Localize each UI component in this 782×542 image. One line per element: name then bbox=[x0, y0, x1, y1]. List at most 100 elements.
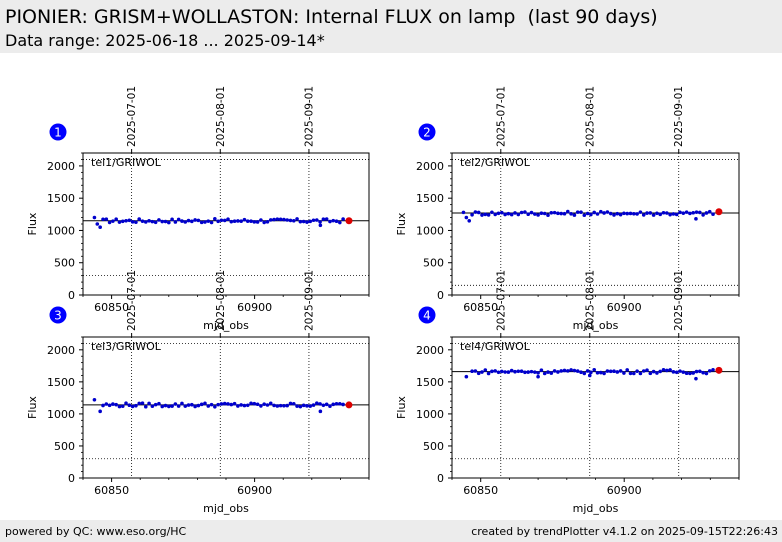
chart-4-data-point bbox=[684, 371, 689, 376]
chart-4-data-point bbox=[587, 373, 592, 378]
chart-1-data-point bbox=[107, 220, 112, 225]
chart-2-data-point bbox=[711, 212, 715, 217]
chart-2-date-tick-label: 2025-07-01 bbox=[495, 86, 507, 147]
chart-2-data-point bbox=[698, 210, 702, 215]
chart-4-data-point bbox=[526, 370, 530, 374]
chart-1-data-point bbox=[275, 217, 280, 221]
chart-2-data-point bbox=[490, 210, 494, 215]
footer-created-by: created by trendPlotter v4.1.2 on 2025-0… bbox=[471, 525, 778, 538]
chart-3-data-point bbox=[232, 401, 237, 406]
chart-2-data-point bbox=[665, 211, 669, 215]
chart-1-data-point bbox=[180, 219, 184, 223]
chart-2-data-point bbox=[691, 210, 696, 215]
chart-1-data-point bbox=[104, 217, 109, 221]
chart-4-data-point bbox=[536, 374, 540, 379]
chart-4-data-point bbox=[589, 370, 593, 375]
chart-1-data-point bbox=[338, 220, 342, 225]
chart-2-y-tick-label: 2000 bbox=[416, 160, 444, 173]
chart-2-data-point bbox=[486, 213, 491, 217]
chart-3-data-point bbox=[226, 402, 230, 406]
chart-3-data-point bbox=[229, 402, 234, 407]
chart-2-data-point bbox=[707, 209, 712, 214]
chart-4-data-point bbox=[585, 369, 590, 373]
chart-1-data-point bbox=[341, 217, 345, 221]
chart-1-data-point bbox=[226, 217, 230, 222]
chart-2-data-point bbox=[542, 211, 547, 216]
chart-1-data-point bbox=[163, 219, 168, 224]
chart-1-y-axis-label: Flux bbox=[26, 212, 39, 235]
chart-4-last-data-point bbox=[715, 366, 723, 374]
chart-4-data-point bbox=[658, 369, 663, 374]
chart-2-data-point bbox=[688, 211, 692, 216]
footer-bar: powered by QC: www.eso.org/HC created by… bbox=[0, 520, 782, 542]
chart-2-data-point bbox=[532, 212, 537, 216]
chart-2-data-point bbox=[625, 211, 630, 216]
chart-1-data-point bbox=[252, 220, 257, 224]
chart-4-data-point bbox=[704, 371, 709, 376]
chart-2-data-point bbox=[499, 210, 504, 215]
chart-1-data-point bbox=[147, 218, 151, 223]
chart-3-data-point bbox=[107, 403, 112, 408]
chart-3-data-point bbox=[305, 404, 309, 408]
chart-3-data-point bbox=[301, 403, 306, 408]
chart-4-data-point bbox=[516, 369, 521, 374]
chart-4-data-point bbox=[694, 369, 699, 374]
chart-3-data-point bbox=[328, 404, 332, 409]
chart-2-data-point bbox=[632, 211, 636, 216]
chart-2-data-point bbox=[562, 211, 567, 216]
chart-2-y-tick-label: 1500 bbox=[416, 192, 444, 205]
chart-4-data-point bbox=[665, 368, 669, 373]
chart-2-data-point bbox=[476, 210, 481, 215]
chart-4-data-point bbox=[635, 369, 639, 373]
chart-4-date-tick-label: 2025-07-01 bbox=[495, 270, 507, 331]
chart-3-data-point bbox=[288, 401, 293, 406]
chart-3-data-point bbox=[117, 404, 122, 409]
chart-3-badge bbox=[49, 306, 67, 324]
chart-2-data-point bbox=[467, 218, 472, 223]
chart-4-data-point bbox=[490, 369, 494, 374]
chart-3-data-point bbox=[98, 409, 102, 414]
chart-4-y-tick-label: 500 bbox=[423, 440, 444, 453]
chart-4-data-point bbox=[605, 369, 610, 373]
chart-4-data-point bbox=[542, 371, 547, 376]
chart-4-data-point bbox=[562, 368, 567, 373]
chart-1-data-point bbox=[101, 217, 105, 222]
chart-1-data-point bbox=[245, 219, 250, 223]
chart-1-x-tick-label: 60900 bbox=[237, 301, 272, 314]
chart-3-data-point bbox=[308, 404, 313, 408]
chart-2-x-tick-label: 60850 bbox=[463, 301, 498, 314]
chart-1-badge bbox=[49, 123, 67, 141]
chart-1-data-point bbox=[331, 218, 336, 223]
chart-2-data-point bbox=[539, 211, 544, 216]
chart-1-data-point bbox=[298, 219, 303, 224]
chart-1-data-point bbox=[301, 219, 306, 224]
chart-1-data-point bbox=[95, 222, 100, 226]
page-title: PIONIER: GRISM+WOLLASTON: Internal FLUX … bbox=[5, 6, 658, 28]
chart-3-data-point bbox=[236, 404, 240, 408]
chart-3-y-tick-label: 2000 bbox=[47, 344, 75, 357]
chart-1-data-point bbox=[288, 218, 293, 223]
chart-1-data-point bbox=[291, 218, 296, 223]
chart-2-y-axis-label: Flux bbox=[395, 212, 408, 235]
chart-1-data-point bbox=[259, 218, 263, 222]
chart-3-date-tick-label: 2025-07-01 bbox=[126, 270, 138, 331]
chart-3-badge-number: 3 bbox=[54, 309, 62, 323]
chart-1-data-point bbox=[229, 219, 234, 224]
chart-4-data-point bbox=[641, 369, 646, 373]
chart-1-data-point bbox=[213, 217, 217, 221]
chart-3-data-point bbox=[262, 402, 266, 406]
chart-1-data-point bbox=[173, 220, 178, 224]
chart-2-data-point bbox=[552, 210, 557, 215]
chart-4-x-axis-label: mjd_obs bbox=[573, 502, 619, 515]
chart-2-data-point bbox=[612, 213, 616, 217]
chart-1-badge-number: 1 bbox=[54, 126, 62, 140]
chart-1-data-point bbox=[130, 220, 135, 224]
chart-4-data-point bbox=[539, 368, 544, 373]
chart-2-data-point bbox=[516, 212, 521, 217]
chart-1-data-point bbox=[153, 220, 158, 225]
chart-1-y-tick-label: 1000 bbox=[47, 224, 75, 237]
chart-2-data-point bbox=[615, 211, 620, 216]
chart-2-badge bbox=[418, 123, 436, 141]
chart-3-data-point bbox=[242, 403, 247, 408]
